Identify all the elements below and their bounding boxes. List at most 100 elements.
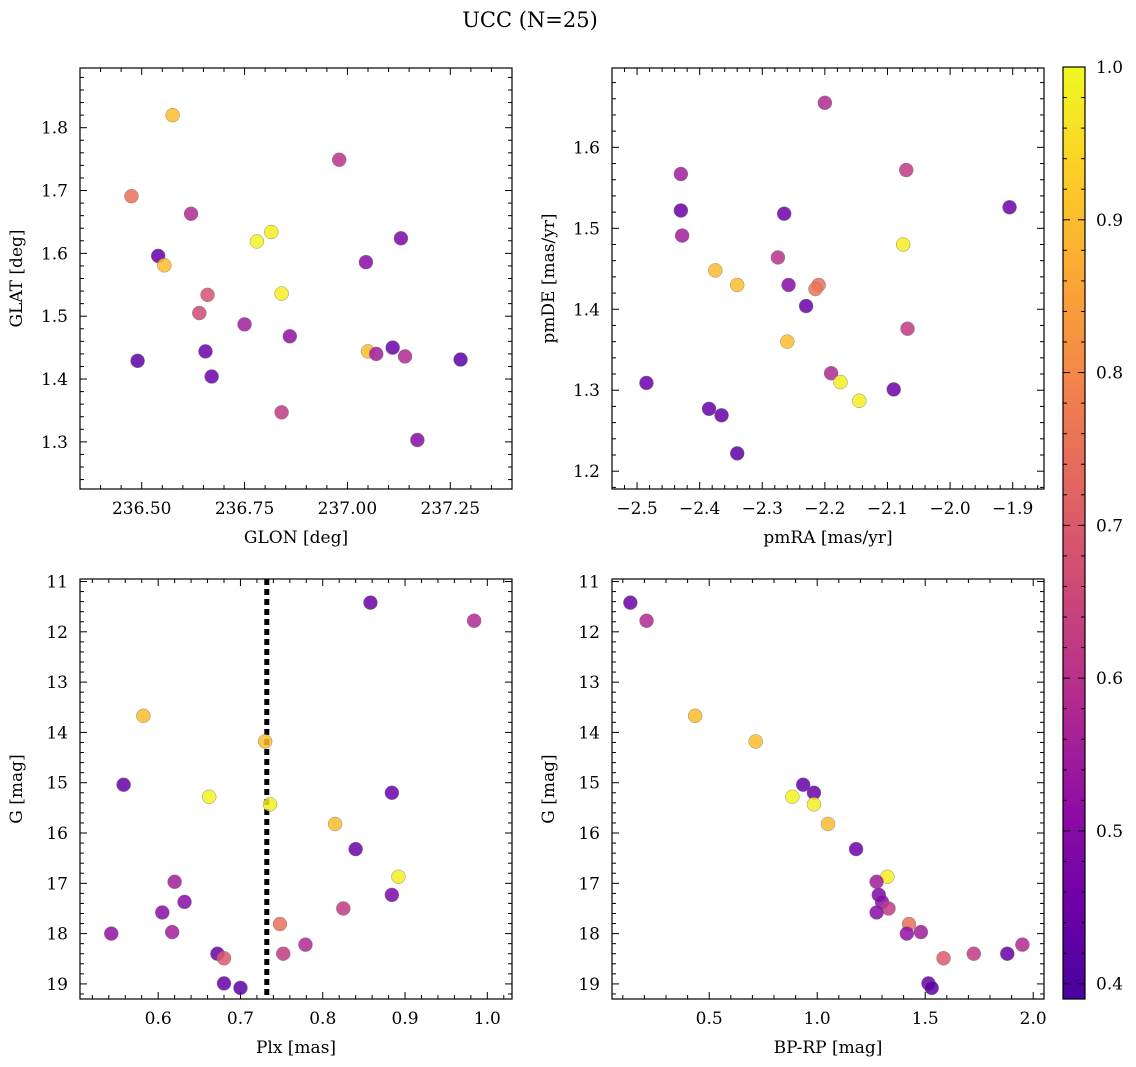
data-point (397, 349, 413, 364)
data-point (165, 107, 180, 123)
x-tick-label: −2.4 (679, 499, 720, 519)
data-point (177, 894, 192, 910)
data-point (900, 321, 915, 336)
data-point (272, 916, 288, 932)
data-point (730, 277, 745, 293)
data-point (262, 797, 278, 812)
data-point (869, 905, 884, 920)
data-point (466, 613, 482, 628)
data-point (385, 340, 400, 355)
x-axis-label: Plx [mas] (256, 1038, 336, 1058)
data-point (192, 305, 207, 321)
data-point (833, 374, 848, 390)
y-tick-label: 13 (46, 673, 68, 693)
x-tick-label: 0.6 (145, 1009, 172, 1029)
y-tick-label: 19 (578, 975, 600, 995)
y-tick-label: 16 (578, 824, 600, 844)
data-point (124, 188, 139, 204)
x-tick-label: −2.5 (616, 499, 657, 519)
x-tick-label: 1.0 (474, 1009, 501, 1029)
data-point (808, 281, 823, 297)
data-point (1000, 946, 1015, 961)
data-point (257, 734, 273, 749)
y-tick-label: 1.6 (573, 138, 600, 158)
tick-marks (80, 579, 512, 999)
y-tick-label: 11 (46, 573, 68, 593)
x-tick-label: 237.00 (318, 499, 377, 519)
data-point (274, 405, 289, 420)
axes-frame (611, 578, 1045, 1000)
y-tick-label: 1.8 (41, 119, 68, 139)
y-axis-label: GLAT [deg] (7, 229, 27, 327)
data-point (924, 980, 939, 996)
x-tick-label: −1.9 (992, 499, 1033, 519)
data-point (639, 613, 654, 628)
x-tick-label: −2.1 (867, 499, 908, 519)
data-point (453, 352, 468, 367)
data-point (204, 369, 219, 384)
data-point (249, 234, 265, 249)
y-tick-label: 15 (578, 774, 600, 794)
data-point (157, 258, 172, 273)
data-point (391, 869, 406, 884)
data-point (332, 152, 347, 167)
data-point (327, 816, 343, 832)
data-point (336, 901, 351, 916)
x-tick-label: −2.2 (804, 499, 845, 519)
x-axis-label: GLON [deg] (244, 528, 348, 548)
data-point (674, 228, 690, 243)
y-tick-label: 1.3 (41, 433, 68, 453)
data-point (899, 926, 915, 941)
y-tick-label: 1.3 (573, 381, 600, 401)
y-tick-label: 12 (578, 623, 600, 643)
x-tick-label: 0.5 (696, 1009, 723, 1029)
data-point (276, 946, 291, 961)
x-tick-label: 236.50 (112, 499, 171, 519)
data-point (369, 346, 384, 362)
data-point (673, 203, 689, 218)
data-point (848, 841, 864, 857)
data-point (130, 353, 145, 369)
data-point (167, 874, 182, 890)
data-point (795, 777, 811, 792)
data-point (770, 250, 786, 265)
data-point (966, 946, 981, 961)
data-point (201, 789, 217, 804)
y-tick-label: 17 (578, 874, 600, 894)
data-point (384, 785, 400, 800)
y-tick-label: 18 (578, 925, 600, 945)
colorbar-tick-label: 0.7 (1096, 516, 1123, 536)
axes-frame (611, 67, 1045, 490)
data-point (348, 841, 363, 857)
y-axis-label: pmDE [mas/yr] (539, 213, 559, 343)
data-point (748, 734, 763, 749)
data-point (823, 366, 839, 381)
x-tick-label: 0.9 (392, 1009, 419, 1029)
data-point (673, 166, 689, 182)
data-point (358, 254, 374, 270)
tick-marks (612, 68, 1044, 489)
x-tick-label: 0.8 (309, 1009, 336, 1029)
data-point (384, 887, 400, 903)
y-tick-label: 18 (46, 925, 68, 945)
data-point (806, 797, 822, 812)
data-point (216, 951, 232, 966)
data-point (687, 708, 703, 724)
data-point (363, 595, 378, 610)
y-tick-label: 12 (46, 623, 68, 643)
data-point (886, 382, 901, 397)
data-point (798, 298, 814, 314)
x-tick-label: −2.0 (929, 499, 970, 519)
panel-3: 0.6 0.7 0.8 0.9 1.0 11 12 13 14 15 16 17 18 19 Plx [ma… (7, 573, 513, 1058)
colorbar-tick-label: 1.0 (1096, 58, 1123, 78)
data-point (237, 317, 252, 332)
y-tick-label: 16 (46, 824, 68, 844)
y-tick-label: 1.7 (41, 182, 68, 202)
data-point (714, 408, 729, 423)
y-tick-label: 14 (578, 723, 600, 743)
data-point (785, 789, 800, 804)
data-point (899, 162, 914, 178)
colorbar-tick-label: 0.4 (1096, 975, 1123, 995)
data-point (708, 263, 723, 278)
